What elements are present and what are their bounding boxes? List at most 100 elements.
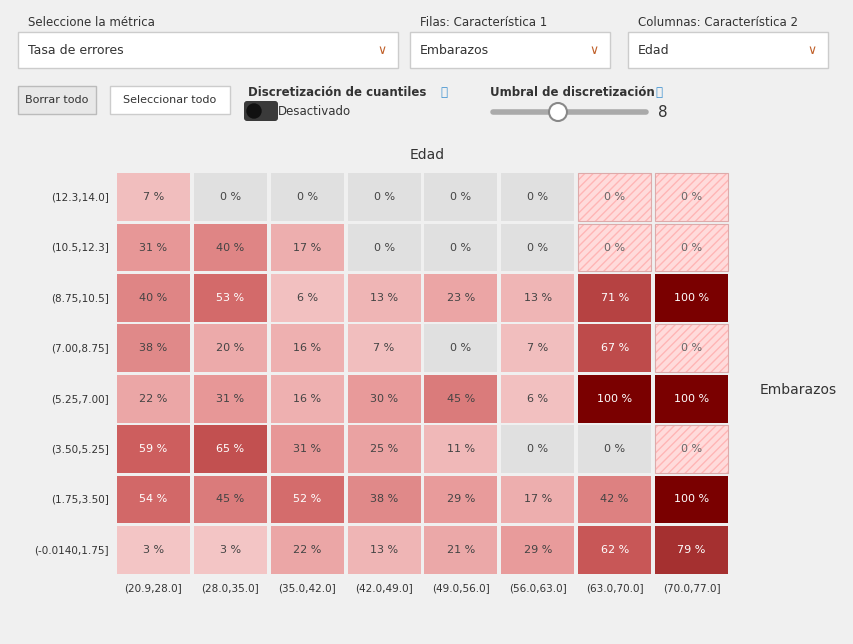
Text: 59 %: 59 % — [139, 444, 167, 454]
Bar — [347, 274, 420, 322]
Bar — [424, 325, 496, 372]
Bar — [501, 425, 574, 473]
Text: 6 %: 6 % — [296, 293, 317, 303]
Bar — [270, 173, 343, 221]
Text: 17 %: 17 % — [523, 495, 551, 504]
FancyBboxPatch shape — [244, 101, 278, 121]
Bar — [194, 425, 266, 473]
Bar — [424, 223, 496, 272]
Bar — [194, 223, 266, 272]
Text: 0 %: 0 % — [680, 444, 701, 454]
Text: 3 %: 3 % — [219, 545, 241, 555]
Bar — [347, 475, 420, 524]
Bar — [424, 475, 496, 524]
Text: (70.0,77.0]: (70.0,77.0] — [662, 583, 720, 593]
Bar — [577, 325, 651, 372]
Bar — [654, 223, 728, 272]
Text: (49.0,56.0]: (49.0,56.0] — [432, 583, 490, 593]
Bar — [270, 375, 343, 422]
Text: 79 %: 79 % — [676, 545, 705, 555]
Text: 13 %: 13 % — [369, 293, 397, 303]
Text: ⓘ: ⓘ — [439, 86, 446, 99]
Text: ⓘ: ⓘ — [654, 86, 661, 99]
Bar — [117, 173, 189, 221]
Bar — [347, 223, 420, 272]
Text: 0 %: 0 % — [450, 192, 471, 202]
Text: (12.3,14.0]: (12.3,14.0] — [51, 192, 109, 202]
Text: 13 %: 13 % — [369, 545, 397, 555]
Bar — [654, 425, 728, 473]
Text: 40 %: 40 % — [216, 243, 244, 252]
Text: ∨: ∨ — [806, 44, 815, 57]
Text: 0 %: 0 % — [450, 243, 471, 252]
Text: 100 %: 100 % — [673, 393, 708, 404]
Bar — [654, 274, 728, 322]
Text: Discretización de cuantiles: Discretización de cuantiles — [247, 86, 426, 99]
Circle shape — [548, 103, 566, 121]
Text: Embarazos: Embarazos — [420, 44, 489, 57]
Text: (28.0,35.0]: (28.0,35.0] — [201, 583, 258, 593]
Text: 0 %: 0 % — [526, 192, 548, 202]
Text: 22 %: 22 % — [293, 545, 321, 555]
Bar — [424, 425, 496, 473]
Text: 45 %: 45 % — [446, 393, 474, 404]
Text: Tasa de errores: Tasa de errores — [28, 44, 124, 57]
Bar — [501, 475, 574, 524]
Text: Embarazos: Embarazos — [759, 383, 836, 397]
Bar — [501, 526, 574, 574]
Text: Edad: Edad — [409, 148, 444, 162]
Text: 8: 8 — [657, 104, 667, 120]
Bar — [654, 173, 728, 221]
Text: (3.50,5.25]: (3.50,5.25] — [51, 444, 109, 454]
Bar — [654, 325, 728, 372]
Bar — [654, 173, 728, 221]
Text: 6 %: 6 % — [526, 393, 548, 404]
Text: Columnas: Característica 2: Columnas: Característica 2 — [637, 16, 797, 29]
Text: 7 %: 7 % — [373, 343, 394, 354]
Text: ∨: ∨ — [589, 44, 598, 57]
Bar — [270, 526, 343, 574]
Bar — [194, 325, 266, 372]
Text: (5.25,7.00]: (5.25,7.00] — [51, 393, 109, 404]
Text: 29 %: 29 % — [446, 495, 474, 504]
Bar — [117, 274, 189, 322]
Text: 0 %: 0 % — [450, 343, 471, 354]
Bar — [424, 526, 496, 574]
Text: 3 %: 3 % — [142, 545, 164, 555]
Bar — [117, 475, 189, 524]
Text: 0 %: 0 % — [526, 243, 548, 252]
Text: 0 %: 0 % — [680, 243, 701, 252]
Text: 67 %: 67 % — [600, 343, 628, 354]
Text: 38 %: 38 % — [369, 495, 397, 504]
Bar — [654, 325, 728, 372]
Text: (1.75,3.50]: (1.75,3.50] — [51, 495, 109, 504]
Text: Edad: Edad — [637, 44, 669, 57]
Text: 31 %: 31 % — [139, 243, 167, 252]
Bar — [577, 173, 651, 221]
Text: (20.9,28.0]: (20.9,28.0] — [125, 583, 182, 593]
Circle shape — [247, 104, 261, 118]
Text: 29 %: 29 % — [523, 545, 551, 555]
Text: Filas: Característica 1: Filas: Característica 1 — [420, 16, 547, 29]
Bar — [654, 223, 728, 272]
Bar — [501, 375, 574, 422]
Bar — [117, 325, 189, 372]
Text: 25 %: 25 % — [369, 444, 397, 454]
Bar — [654, 325, 728, 372]
Bar — [117, 526, 189, 574]
Bar — [117, 425, 189, 473]
Text: 16 %: 16 % — [293, 343, 321, 354]
Bar — [577, 223, 651, 272]
Text: 38 %: 38 % — [139, 343, 167, 354]
Text: 17 %: 17 % — [293, 243, 321, 252]
Text: 40 %: 40 % — [139, 293, 167, 303]
Bar — [194, 173, 266, 221]
Bar — [577, 173, 651, 221]
Bar — [501, 223, 574, 272]
Text: (63.0,70.0]: (63.0,70.0] — [585, 583, 643, 593]
Bar — [270, 223, 343, 272]
Bar — [270, 325, 343, 372]
Text: (42.0,49.0]: (42.0,49.0] — [355, 583, 413, 593]
Bar — [270, 475, 343, 524]
Bar — [110, 86, 229, 114]
